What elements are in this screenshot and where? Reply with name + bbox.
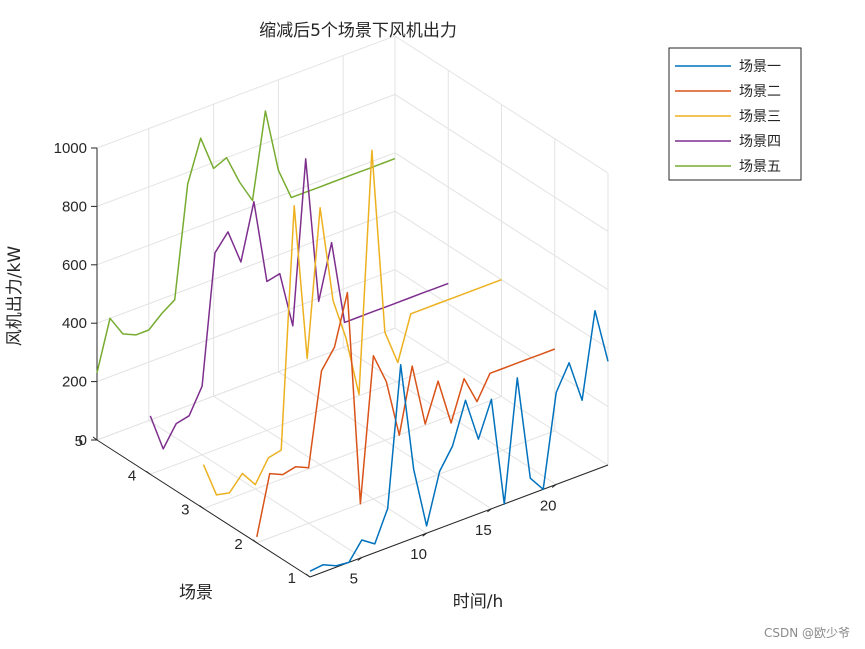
side-wall-grid-line — [394, 327, 609, 466]
legend-label: 场景四 — [739, 134, 781, 150]
back-wall-grid-line — [96, 152, 396, 266]
side-wall-grid-line — [394, 269, 609, 408]
x-axis-label: 时间/h — [453, 592, 504, 612]
chart-title: 缩减后5个场景下风机出力 — [259, 21, 457, 41]
x-tick-mark — [422, 532, 427, 537]
legend-label: 场景五 — [739, 159, 781, 175]
x-tick-label: 5 — [350, 571, 358, 588]
legend-label: 场景二 — [739, 84, 781, 100]
x-tick-mark — [357, 557, 363, 561]
y-tick-label: 4 — [128, 467, 136, 484]
z-axis-label: 风机出力/kW — [5, 246, 25, 347]
back-wall-grid-line — [96, 327, 396, 441]
legend-box — [668, 47, 802, 181]
y-tick-mark — [305, 573, 311, 578]
side-wall-grid-line — [394, 35, 609, 174]
z-tick-label: 200 — [62, 374, 87, 391]
z-tick-label: 1000 — [54, 140, 87, 157]
back-wall-grid-line — [96, 269, 396, 383]
series-line-2 — [256, 291, 556, 538]
legend-label: 场景一 — [739, 59, 781, 75]
side-wall-grid-line — [394, 93, 609, 232]
x-tick-label: 10 — [410, 546, 427, 563]
z-tick-label: 800 — [62, 198, 87, 215]
y-tick-label: 3 — [181, 502, 189, 519]
z-tick-label: 0 — [79, 432, 87, 449]
y-tick-mark — [145, 470, 151, 475]
side-wall-grid-line — [394, 152, 609, 291]
y-tick-mark — [199, 505, 204, 509]
back-wall-grid-line — [96, 93, 396, 207]
series-line-3 — [202, 149, 502, 496]
z-tick-label: 600 — [62, 257, 87, 274]
z-tick-label: 400 — [62, 315, 87, 332]
y-tick-mark — [252, 539, 258, 544]
floor-grid-line — [150, 361, 449, 475]
series-line-4 — [149, 158, 449, 450]
series-line-1 — [309, 309, 609, 572]
y-tick-label: 2 — [234, 536, 242, 553]
grid — [96, 35, 609, 578]
x-tick-mark — [551, 484, 557, 488]
axes — [91, 147, 609, 578]
series-lines — [96, 110, 609, 572]
floor-grid-line — [203, 396, 502, 509]
watermark: CSDN @欧少爷 — [764, 626, 850, 640]
y-tick-label: 5 — [75, 433, 83, 450]
x-tick-mark — [487, 508, 492, 513]
back-wall-grid-line — [96, 35, 396, 149]
x-axis-line — [309, 464, 609, 578]
x-tick-label: 20 — [540, 497, 557, 514]
y-tick-label: 1 — [288, 570, 296, 587]
y-axis-label: 场景 — [179, 583, 213, 603]
legend-label: 场景三 — [739, 109, 781, 125]
back-wall-grid-line — [96, 210, 396, 324]
x-tick-label: 15 — [475, 522, 492, 539]
floor-grid-line — [256, 430, 555, 544]
series-line-5 — [96, 110, 396, 373]
